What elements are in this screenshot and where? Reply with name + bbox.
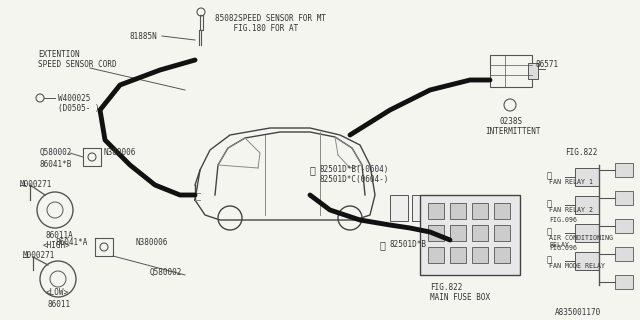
- Text: M000271: M000271: [23, 251, 56, 260]
- FancyBboxPatch shape: [615, 219, 633, 233]
- Text: ②: ②: [547, 255, 552, 264]
- Text: ①: ①: [547, 171, 552, 180]
- FancyBboxPatch shape: [390, 195, 408, 221]
- Text: FIG.822
MAIN FUSE BOX: FIG.822 MAIN FUSE BOX: [430, 283, 490, 302]
- Text: N380006: N380006: [135, 238, 168, 247]
- FancyBboxPatch shape: [450, 225, 466, 241]
- Text: 82501D*B(-0604): 82501D*B(-0604): [320, 165, 389, 174]
- FancyBboxPatch shape: [490, 55, 532, 87]
- Text: W400025
(D0505- ): W400025 (D0505- ): [58, 94, 100, 113]
- FancyBboxPatch shape: [575, 252, 599, 270]
- Text: 81885N: 81885N: [130, 32, 157, 41]
- Text: FAN MODE RELAY: FAN MODE RELAY: [549, 263, 605, 269]
- FancyBboxPatch shape: [615, 191, 633, 205]
- Text: FAN RELAY 2: FAN RELAY 2: [549, 207, 593, 213]
- FancyBboxPatch shape: [575, 168, 599, 186]
- FancyBboxPatch shape: [472, 225, 488, 241]
- Text: 86571: 86571: [535, 60, 558, 69]
- FancyBboxPatch shape: [450, 203, 466, 219]
- Text: FAN RELAY 1: FAN RELAY 1: [549, 179, 593, 185]
- Text: AIR CONDITIONING
RELAY: AIR CONDITIONING RELAY: [549, 235, 613, 248]
- FancyBboxPatch shape: [472, 203, 488, 219]
- Text: 86011A: 86011A: [45, 231, 73, 240]
- FancyBboxPatch shape: [494, 203, 510, 219]
- Text: 0238S: 0238S: [500, 117, 523, 126]
- Text: EXTENTION
SPEED SENSOR CORD: EXTENTION SPEED SENSOR CORD: [38, 50, 116, 69]
- FancyBboxPatch shape: [428, 203, 444, 219]
- Text: N380006: N380006: [104, 148, 136, 157]
- FancyBboxPatch shape: [428, 225, 444, 241]
- Text: ①: ①: [310, 165, 316, 175]
- FancyBboxPatch shape: [434, 195, 452, 221]
- Text: ①: ①: [547, 199, 552, 208]
- Text: 82501D*C(0604-): 82501D*C(0604-): [320, 175, 389, 184]
- Text: 86041*B: 86041*B: [40, 160, 72, 169]
- FancyBboxPatch shape: [615, 247, 633, 261]
- FancyBboxPatch shape: [494, 247, 510, 263]
- FancyBboxPatch shape: [420, 195, 520, 275]
- FancyBboxPatch shape: [528, 63, 538, 79]
- Text: Q580002: Q580002: [150, 268, 182, 277]
- Text: 86011: 86011: [48, 300, 71, 309]
- FancyBboxPatch shape: [494, 225, 510, 241]
- Text: <HIGH>: <HIGH>: [43, 241, 71, 250]
- FancyBboxPatch shape: [615, 275, 633, 289]
- FancyBboxPatch shape: [412, 195, 430, 221]
- Text: A835001170: A835001170: [555, 308, 601, 317]
- FancyBboxPatch shape: [428, 247, 444, 263]
- Text: 85082SPEED SENSOR FOR MT
    FIG.180 FOR AT: 85082SPEED SENSOR FOR MT FIG.180 FOR AT: [215, 14, 326, 33]
- Text: FIG.096: FIG.096: [549, 217, 577, 223]
- Text: ②: ②: [380, 240, 386, 250]
- Text: FIG.822: FIG.822: [565, 148, 597, 157]
- FancyBboxPatch shape: [575, 224, 599, 242]
- Text: 82501D*B: 82501D*B: [390, 240, 427, 249]
- Text: <LOW>: <LOW>: [46, 288, 69, 297]
- Text: FIG.096: FIG.096: [549, 245, 577, 251]
- FancyBboxPatch shape: [450, 247, 466, 263]
- Text: 86041*A: 86041*A: [55, 238, 88, 247]
- Text: ①: ①: [547, 227, 552, 236]
- FancyBboxPatch shape: [615, 163, 633, 177]
- Text: INTERMITTENT: INTERMITTENT: [485, 127, 541, 136]
- FancyBboxPatch shape: [575, 196, 599, 214]
- Text: M000271: M000271: [20, 180, 52, 189]
- Text: Q580002: Q580002: [40, 148, 72, 157]
- FancyBboxPatch shape: [472, 247, 488, 263]
